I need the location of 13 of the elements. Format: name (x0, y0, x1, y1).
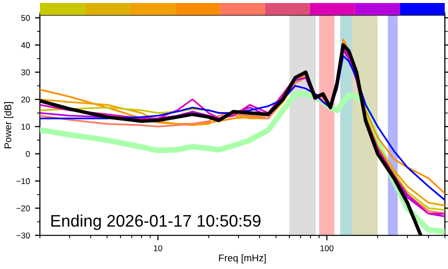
x-axis-title: Freq [mHz] (219, 254, 266, 264)
y-tick-label: −20 (16, 205, 30, 212)
annotation: Ending 2026-01-17 10:50:59 (51, 214, 260, 230)
y-tick-label: 0 (26, 150, 30, 157)
y-tick-label: 20 (21, 96, 30, 102)
y-tick-label: 30 (21, 69, 30, 76)
y-tick-label: 10 (22, 124, 30, 130)
x-tick-label: 100 (320, 245, 334, 252)
y-tick-label: 40 (21, 42, 30, 48)
y-tick-label: 50 (21, 14, 30, 21)
y-tick-label: −30 (16, 232, 30, 238)
y-axis-title: Power [dB] (4, 102, 14, 148)
y-tick-label: −10 (16, 178, 30, 184)
